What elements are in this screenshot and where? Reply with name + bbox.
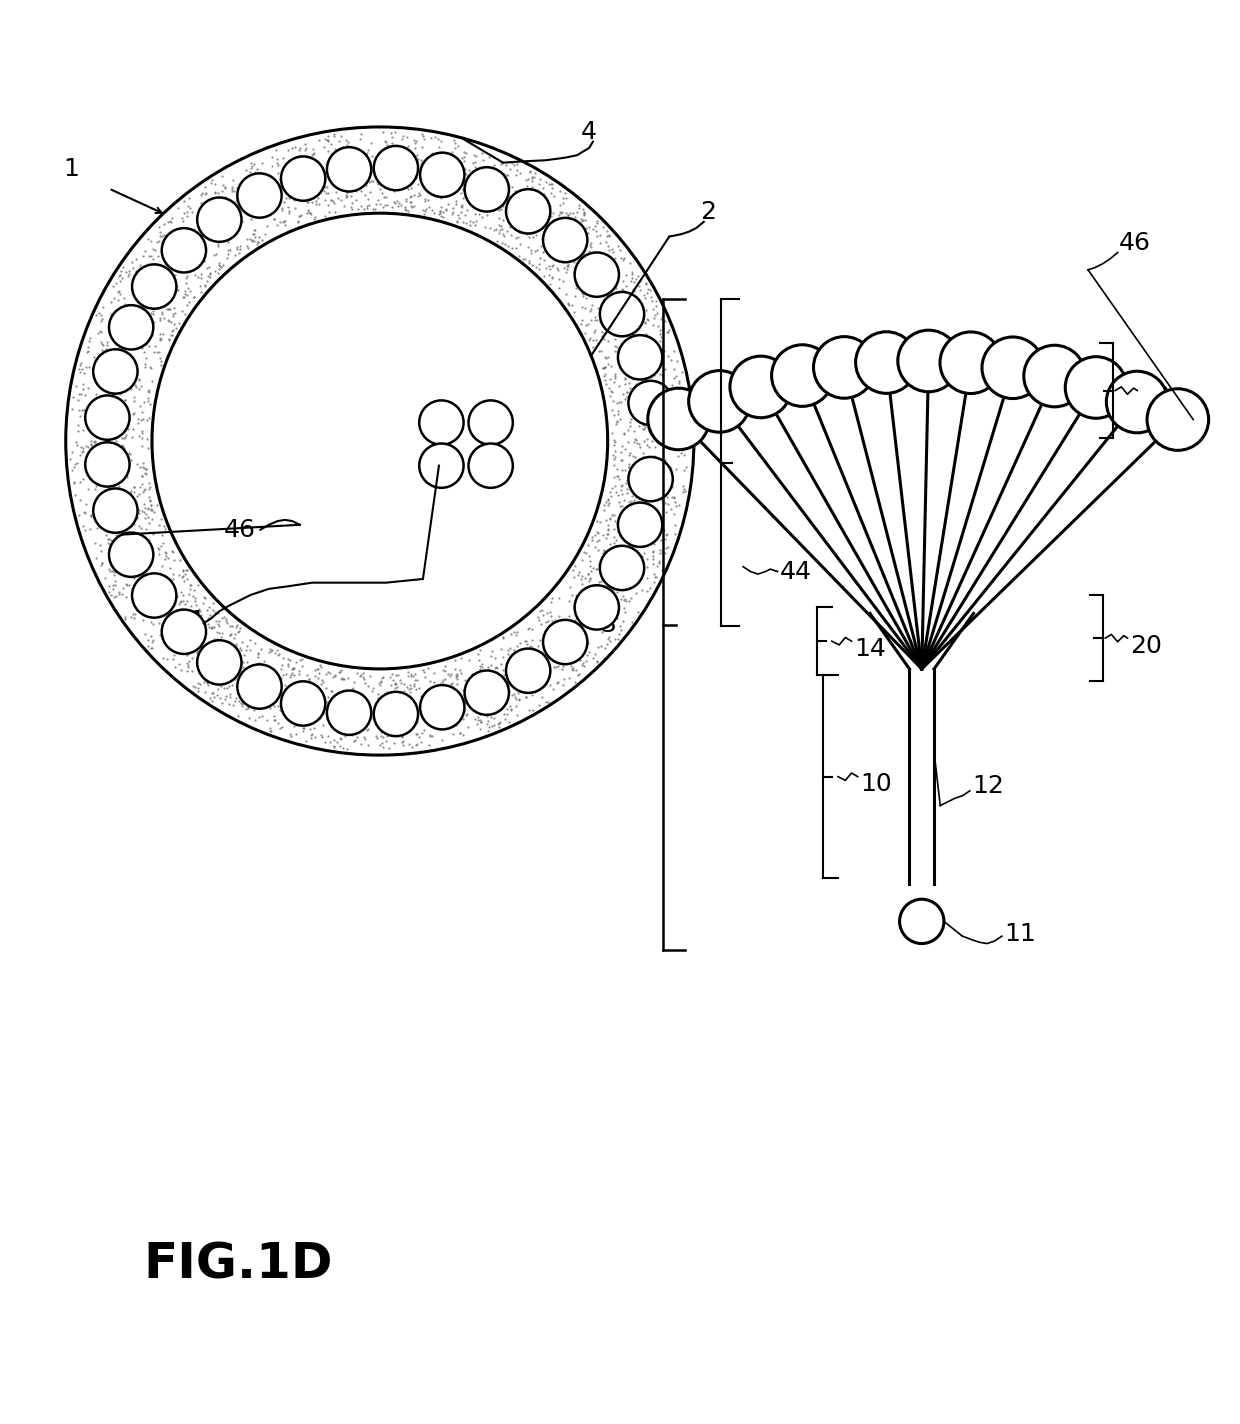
Circle shape: [813, 336, 875, 399]
Circle shape: [899, 899, 944, 944]
Circle shape: [237, 174, 281, 218]
Text: 12: 12: [972, 775, 1004, 799]
Text: 44: 44: [780, 560, 812, 584]
Circle shape: [1147, 389, 1209, 450]
Circle shape: [1106, 372, 1168, 433]
Circle shape: [543, 218, 588, 262]
Circle shape: [197, 641, 242, 685]
Circle shape: [940, 332, 1002, 393]
Text: 11: 11: [1004, 923, 1037, 946]
Circle shape: [109, 305, 154, 349]
Text: 20: 20: [1130, 634, 1162, 658]
Circle shape: [373, 145, 418, 191]
Circle shape: [647, 389, 709, 450]
Circle shape: [898, 330, 960, 392]
Circle shape: [237, 665, 281, 709]
Text: FIG.1D: FIG.1D: [144, 1240, 332, 1289]
Circle shape: [327, 147, 371, 191]
Text: 1: 1: [63, 157, 79, 181]
Circle shape: [109, 533, 154, 577]
Circle shape: [469, 400, 513, 444]
Circle shape: [574, 585, 619, 629]
Circle shape: [506, 648, 551, 693]
Circle shape: [730, 356, 791, 417]
Text: 2: 2: [701, 201, 715, 225]
Text: 3: 3: [600, 612, 616, 637]
Circle shape: [281, 681, 325, 726]
Circle shape: [506, 189, 551, 234]
Circle shape: [161, 228, 206, 272]
Circle shape: [131, 574, 176, 618]
Text: 46: 46: [223, 518, 255, 543]
Circle shape: [420, 685, 465, 729]
Circle shape: [856, 332, 918, 393]
Circle shape: [629, 457, 673, 501]
Circle shape: [419, 400, 464, 444]
Circle shape: [574, 252, 619, 296]
Circle shape: [465, 671, 508, 715]
Circle shape: [618, 503, 662, 547]
Circle shape: [93, 349, 138, 393]
Text: 14: 14: [854, 637, 885, 661]
Circle shape: [688, 370, 750, 433]
Circle shape: [982, 337, 1044, 399]
Circle shape: [420, 152, 465, 197]
Circle shape: [131, 265, 176, 309]
Circle shape: [327, 691, 371, 735]
Circle shape: [771, 345, 833, 406]
Text: 40: 40: [1138, 384, 1171, 407]
Circle shape: [600, 545, 645, 590]
Circle shape: [197, 198, 242, 242]
Circle shape: [86, 443, 129, 487]
Circle shape: [469, 443, 513, 488]
Text: 4: 4: [580, 120, 596, 144]
Circle shape: [93, 488, 138, 533]
Circle shape: [86, 396, 129, 440]
Circle shape: [629, 380, 673, 426]
Circle shape: [373, 692, 418, 736]
Circle shape: [419, 443, 464, 488]
Circle shape: [543, 619, 588, 664]
Circle shape: [618, 335, 662, 379]
Text: 10: 10: [861, 772, 892, 796]
Circle shape: [281, 157, 325, 201]
Circle shape: [1065, 356, 1127, 419]
Text: 11: 11: [174, 609, 206, 634]
Circle shape: [1024, 345, 1085, 407]
Circle shape: [161, 609, 206, 654]
Text: 46: 46: [1118, 231, 1151, 255]
Circle shape: [465, 167, 508, 212]
Circle shape: [600, 292, 645, 336]
